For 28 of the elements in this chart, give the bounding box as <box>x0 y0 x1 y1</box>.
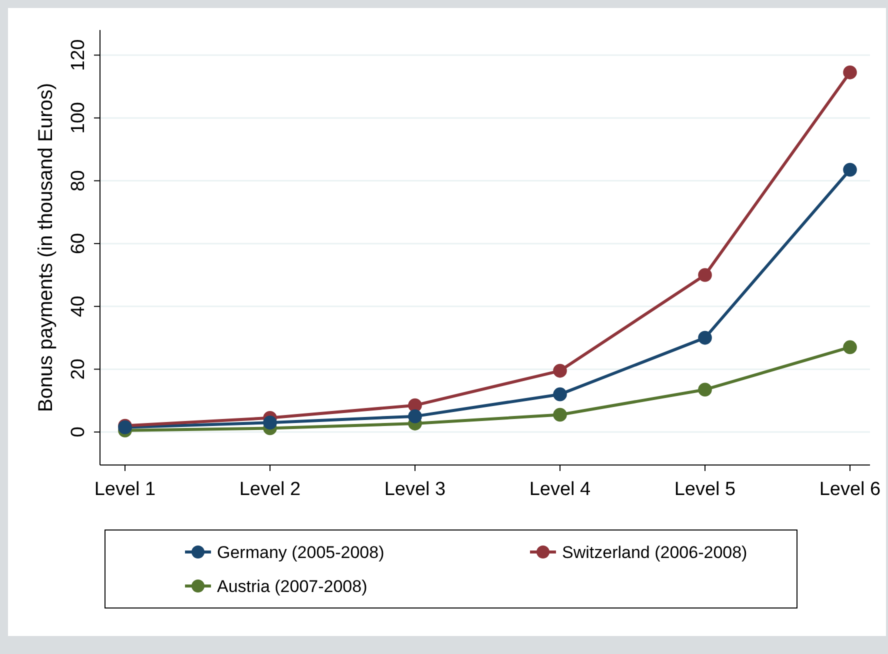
x-tick-label: Level 1 <box>94 478 156 500</box>
x-tick-label: Level 3 <box>384 478 446 500</box>
point <box>408 409 422 424</box>
y-tick-label: 80 <box>68 170 89 192</box>
point <box>843 66 857 80</box>
point <box>698 330 712 345</box>
legend-label: Switzerland (2006-2008) <box>562 543 748 562</box>
point <box>553 408 567 422</box>
y-tick-label: 40 <box>68 296 89 317</box>
y-tick-label: 0 <box>68 426 89 438</box>
legend-label: Germany (2005-2008) <box>217 543 384 562</box>
y-tick-label: 100 <box>68 102 89 134</box>
y-tick-label: 120 <box>68 39 89 71</box>
point <box>843 340 857 354</box>
x-tick-label: Level 6 <box>819 478 881 500</box>
point <box>698 382 712 397</box>
point <box>263 416 277 430</box>
y-tick-label: 20 <box>68 358 89 380</box>
x-tick-label: Level 5 <box>674 478 736 500</box>
legend-label: Austria (2007-2008) <box>217 577 368 596</box>
y-tick-label: 60 <box>68 233 89 254</box>
point <box>843 162 857 177</box>
point <box>698 268 712 282</box>
x-tick-label: Level 2 <box>239 478 301 500</box>
point <box>553 387 567 402</box>
x-tick-label: Level 4 <box>529 478 592 500</box>
y-axis-title: Bonus payments (in thousand Euros) <box>35 82 57 412</box>
point <box>553 364 567 378</box>
